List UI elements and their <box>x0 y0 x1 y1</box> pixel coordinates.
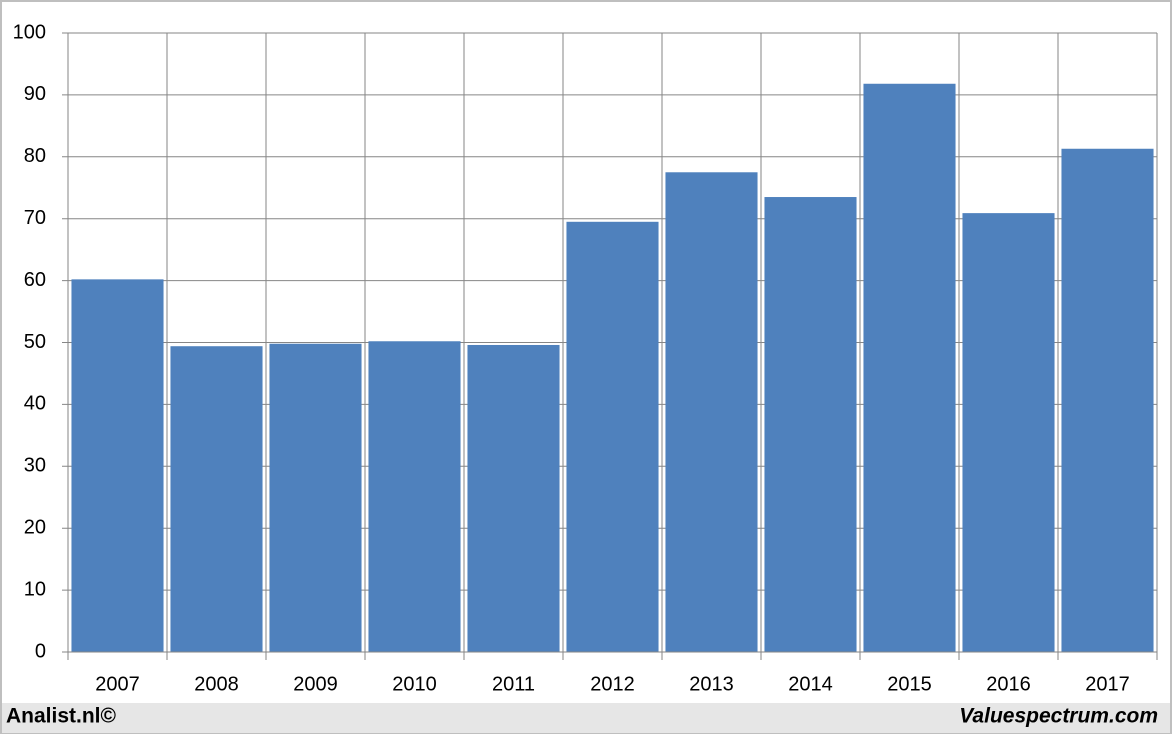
y-tick-label: 80 <box>24 145 46 167</box>
bar <box>962 213 1055 652</box>
x-tick-label: 2013 <box>689 673 734 695</box>
bar <box>1061 148 1154 653</box>
bar <box>368 341 461 652</box>
y-tick-label: 0 <box>35 640 46 662</box>
footer-bar <box>2 703 1170 733</box>
bar <box>665 172 758 652</box>
y-tick-label: 60 <box>24 269 46 291</box>
x-tick-label: 2015 <box>887 673 932 695</box>
bar <box>764 197 857 652</box>
bar <box>170 346 263 652</box>
y-tick-label: 20 <box>24 516 46 538</box>
bar <box>467 344 560 652</box>
x-tick-label: 2009 <box>293 673 338 695</box>
bar <box>863 83 956 653</box>
x-tick-label: 2008 <box>194 673 239 695</box>
x-tick-label: 2010 <box>392 673 437 695</box>
y-tick-label: 90 <box>24 83 46 105</box>
footer-right: Valuespectrum.com <box>959 705 1158 728</box>
bar <box>269 343 362 652</box>
x-tick-label: 2014 <box>788 673 833 695</box>
y-tick-label: 100 <box>13 21 46 43</box>
x-tick-label: 2012 <box>590 673 635 695</box>
footer-left: Analist.nl© <box>6 705 117 728</box>
x-tick-label: 2007 <box>95 673 140 695</box>
y-tick-label: 70 <box>24 207 46 229</box>
y-tick-label: 40 <box>24 393 46 415</box>
x-tick-label: 2016 <box>986 673 1031 695</box>
x-tick-label: 2017 <box>1085 673 1130 695</box>
bar <box>71 279 164 652</box>
y-tick-label: 30 <box>24 455 46 477</box>
x-tick-label: 2011 <box>492 673 535 695</box>
y-tick-label: 10 <box>24 578 46 600</box>
bar <box>566 221 659 653</box>
y-tick-label: 50 <box>24 331 46 353</box>
